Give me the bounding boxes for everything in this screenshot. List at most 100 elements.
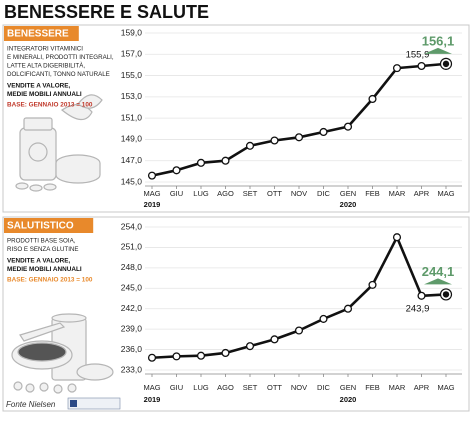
y-tick-label: 251,0 — [121, 242, 143, 252]
y-tick-label: 145,0 — [121, 176, 143, 186]
x-tick-label: GIU — [170, 383, 183, 392]
logo — [67, 397, 121, 410]
data-point — [343, 304, 353, 313]
data-point — [270, 335, 279, 344]
description: DOLCIFICANTI, TONNO NATURALE — [7, 71, 110, 78]
y-tick-label: 242,0 — [121, 303, 143, 313]
data-point — [368, 94, 377, 104]
base-note: BASE: GENNAIO 2013 = 100 — [7, 102, 93, 109]
x-tick-label: MAR — [389, 383, 406, 392]
x-tick-label: MAG — [143, 189, 160, 198]
data-point — [319, 127, 328, 137]
y-tick-label: 254,0 — [121, 221, 143, 231]
x-tick-label: GEN — [340, 383, 356, 392]
data-point — [392, 233, 402, 242]
subtitle: VENDITE A VALORE, — [7, 258, 71, 265]
x-tick-label: SET — [243, 383, 258, 392]
data-point — [417, 291, 426, 300]
x-tick-label: GEN — [340, 189, 356, 198]
base-note: BASE: GENNAIO 2013 = 100 — [7, 277, 93, 284]
y-tick-label: 233,0 — [121, 364, 143, 374]
x-tick-label: APR — [414, 189, 430, 198]
description: LATTE ALTA DIGERIBILITÀ, — [7, 63, 85, 70]
data-point — [417, 61, 426, 71]
data-point — [392, 64, 402, 73]
description: E MINERALI, PRODOTTI INTEGRALI, — [7, 54, 114, 61]
x-tick-label: MAG — [143, 383, 160, 392]
y-tick-label: 153,0 — [121, 91, 143, 101]
page-title: BENESSERE E SALUTE — [4, 2, 209, 22]
subtitle: VENDITE A VALORE, — [7, 83, 71, 90]
value-label: 155,9 — [406, 50, 430, 61]
x-tick-label: FEB — [365, 383, 380, 392]
data-point — [221, 156, 230, 165]
x-tick-label: MAG — [437, 189, 454, 198]
y-tick-label: 147,0 — [121, 155, 143, 165]
x-tick-label: SET — [243, 189, 258, 198]
data-point — [196, 158, 206, 167]
product-icons — [15, 94, 103, 192]
up-arrow — [424, 278, 452, 285]
x-tick-label: FEB — [365, 189, 380, 198]
data-point — [270, 136, 279, 145]
y-tick-label: 155,0 — [121, 70, 143, 80]
data-point — [319, 314, 328, 323]
value-label-highlight: 244,1 — [422, 264, 455, 279]
data-point — [442, 291, 450, 298]
data-point — [294, 326, 304, 335]
x-tick-label: NOV — [291, 383, 307, 392]
panel-header-bg — [4, 26, 79, 41]
data-line — [151, 235, 447, 360]
logo-mark — [70, 400, 77, 407]
x-tick-label: DIC — [317, 383, 331, 392]
data-point — [172, 166, 181, 175]
value-label: 243,9 — [406, 303, 430, 314]
y-tick-label: 151,0 — [121, 112, 143, 122]
x-tick-label: AGO — [217, 189, 234, 198]
y-tick-label: 159,0 — [121, 27, 143, 37]
data-point — [147, 353, 157, 362]
x-tick-label: OTT — [267, 383, 282, 392]
x-tick-label: LUG — [193, 383, 209, 392]
description: RISO E SENZA GLUTINE — [7, 246, 79, 253]
data-point — [368, 280, 377, 289]
panel-header: BENESSERE — [7, 29, 69, 40]
product-icons — [11, 313, 114, 394]
data-point — [221, 348, 230, 358]
data-point — [196, 351, 206, 360]
panel-frame — [2, 24, 470, 213]
x-tick-label: GIU — [170, 189, 183, 198]
x-year-label: 2019 — [144, 200, 161, 209]
data-point — [442, 60, 450, 68]
data-point — [343, 122, 353, 131]
subtitle: MEDIE MOBILI ANNUALI — [7, 266, 82, 273]
data-point — [245, 342, 255, 351]
x-tick-label: MAR — [389, 189, 406, 198]
description: INTEGRATORI VITAMINICI — [7, 46, 83, 53]
data-point — [245, 141, 255, 150]
x-year-label: 2020 — [340, 200, 357, 209]
y-tick-label: 248,0 — [121, 262, 143, 272]
x-tick-label: APR — [414, 383, 430, 392]
subtitle: MEDIE MOBILI ANNUALI — [7, 91, 82, 98]
x-tick-label: AGO — [217, 383, 234, 392]
source: Fonte Nielsen — [6, 400, 56, 409]
value-label-highlight: 156,1 — [422, 33, 455, 48]
x-tick-label: OTT — [267, 189, 282, 198]
data-point — [172, 352, 181, 361]
panel-header: SALUTISTICO — [7, 221, 74, 232]
y-tick-label: 245,0 — [121, 283, 143, 293]
x-tick-label: DIC — [317, 189, 331, 198]
x-tick-label: NOV — [291, 189, 307, 198]
description: PRODOTTI BASE SOIA, — [7, 238, 76, 245]
y-tick-label: 236,0 — [121, 344, 143, 354]
x-tick-label: MAG — [437, 383, 454, 392]
x-tick-label: LUG — [193, 189, 209, 198]
x-year-label: 2020 — [340, 395, 357, 404]
panel-header-bg — [4, 218, 94, 233]
panel-frame — [2, 216, 470, 412]
x-year-label: 2019 — [144, 395, 161, 404]
data-point — [147, 171, 157, 180]
